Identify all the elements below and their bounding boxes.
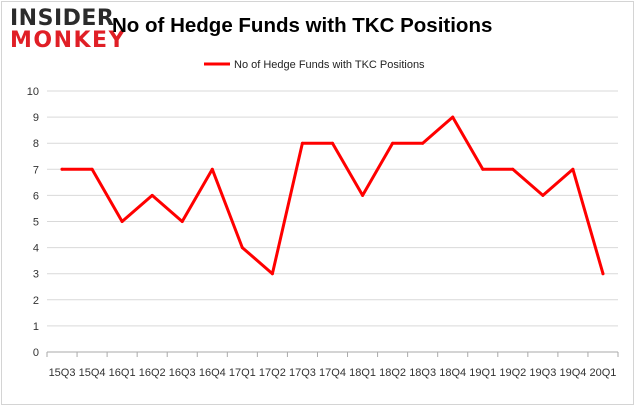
data-point bbox=[120, 220, 124, 223]
data-point bbox=[180, 220, 184, 223]
x-tick-label: 15Q3 bbox=[49, 367, 76, 379]
x-tick-label: 19Q2 bbox=[499, 367, 526, 379]
y-tick-label: 6 bbox=[33, 190, 39, 202]
y-tick-label: 7 bbox=[33, 164, 39, 176]
data-point bbox=[361, 193, 365, 197]
y-tick-label: 10 bbox=[27, 86, 39, 98]
data-point bbox=[571, 167, 575, 171]
y-tick-label: 2 bbox=[33, 295, 39, 307]
y-tick-label: 1 bbox=[33, 321, 39, 333]
x-tick-label: 17Q1 bbox=[229, 367, 256, 379]
y-tick-label: 3 bbox=[33, 269, 39, 281]
logo-line-insider: INSIDER bbox=[10, 6, 115, 31]
x-tick-label: 16Q4 bbox=[199, 367, 226, 379]
data-point bbox=[391, 141, 395, 145]
data-point bbox=[421, 141, 425, 145]
x-tick-label: 17Q2 bbox=[259, 367, 286, 379]
x-tick-label: 16Q1 bbox=[109, 367, 136, 379]
data-point bbox=[541, 193, 545, 197]
data-point bbox=[331, 141, 334, 145]
data-point bbox=[240, 246, 244, 250]
series-line bbox=[60, 115, 605, 276]
x-tick-label: 15Q4 bbox=[79, 367, 106, 379]
chart-title: No of Hedge Funds with TKC Positions bbox=[112, 14, 493, 37]
legend-label: No of Hedge Funds with TKC Positions bbox=[234, 59, 425, 71]
data-point bbox=[60, 167, 64, 171]
x-tick-label: 16Q3 bbox=[169, 367, 196, 379]
y-tick-label: 4 bbox=[33, 243, 39, 255]
data-point bbox=[90, 167, 94, 171]
x-tick-label: 19Q1 bbox=[469, 367, 496, 379]
data-point bbox=[481, 167, 485, 171]
y-axis-tick-labels: 0 1 2 3 4 5 6 7 8 9 10 bbox=[27, 86, 39, 359]
y-tick-label: 9 bbox=[33, 112, 39, 124]
x-tick-label: 17Q3 bbox=[289, 367, 316, 379]
x-tick-label: 18Q4 bbox=[439, 367, 466, 379]
data-point bbox=[451, 115, 455, 119]
x-tick-label: 18Q2 bbox=[379, 367, 406, 379]
x-axis-ticks bbox=[46, 352, 619, 357]
logo-line-monkey: MONKEY bbox=[10, 28, 127, 53]
y-tick-label: 5 bbox=[33, 217, 39, 229]
data-point bbox=[270, 272, 274, 276]
x-tick-label: 17Q4 bbox=[319, 367, 346, 379]
legend: No of Hedge Funds with TKC Positions bbox=[204, 59, 425, 71]
x-tick-label: 18Q3 bbox=[409, 367, 436, 379]
grid-lines bbox=[47, 90, 618, 327]
y-tick-label: 0 bbox=[33, 347, 39, 359]
y-tick-label: 8 bbox=[33, 138, 39, 150]
x-tick-label: 16Q2 bbox=[139, 367, 166, 379]
data-point bbox=[601, 272, 605, 276]
data-point bbox=[150, 193, 154, 197]
data-point bbox=[300, 141, 304, 145]
x-tick-label: 20Q1 bbox=[590, 367, 617, 379]
x-tick-label: 19Q4 bbox=[559, 367, 586, 379]
x-tick-label: 19Q3 bbox=[529, 367, 556, 379]
data-point bbox=[210, 167, 214, 171]
x-tick-label: 18Q1 bbox=[349, 367, 376, 379]
data-point bbox=[511, 167, 515, 171]
x-axis-tick-labels: 15Q3 15Q4 16Q1 16Q2 16Q3 16Q4 17Q1 17Q2 17Q3 17Q4… bbox=[49, 367, 617, 379]
insider-monkey-logo: INSIDER MONKEY bbox=[10, 6, 125, 54]
